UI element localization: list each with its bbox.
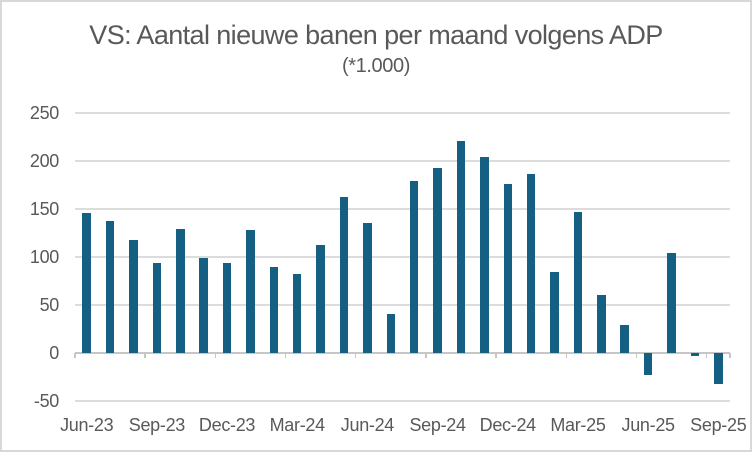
x-axis-tick [354,353,357,358]
x-axis-tick [74,353,76,358]
bar-Apr-25 [597,295,606,353]
bar-Nov-24 [480,157,489,353]
bar-Aug-25 [690,353,700,356]
x-axis-tick [214,353,217,358]
x-axis-tick-label: Mar-24 [269,415,326,435]
bar-Dec-24 [503,184,513,353]
x-axis-tick [635,353,638,358]
bar-Sep-23 [152,262,162,353]
bar-Oct-24 [456,140,466,353]
bar-Jul-23 [105,220,115,353]
x-axis-tick-label: Dec-23 [198,415,256,435]
gridline [75,256,730,258]
bar-Nov-23 [199,257,208,353]
bar-May-24 [339,196,349,353]
bar-Mar-25 [573,211,583,353]
x-axis-tick [705,353,708,358]
y-axis-tick-label: 200 [29,151,59,171]
bar-Feb-24 [269,266,279,353]
bar-Jul-25 [667,253,676,353]
x-axis-tick [729,353,731,358]
gridline [75,208,730,210]
gridline [75,160,730,162]
chart-title: VS: Aantal nieuwe banen per maand volgen… [89,20,663,50]
x-axis-tick-label: Sep-23 [128,415,186,435]
bar-Jun-23 [82,212,91,353]
y-axis-tick-label: 150 [29,199,59,219]
x-axis-tick-label: Jun-25 [621,415,676,435]
bar-Oct-23 [176,229,185,353]
gridline [75,304,730,306]
x-axis-tick-label: Sep-25 [690,415,747,435]
bar-Feb-25 [550,272,559,353]
x-axis-tick-label: Mar-25 [550,415,606,435]
bar-Aug-24 [409,181,419,353]
y-axis-tick-label: -50 [33,391,59,411]
bar-Sep-24 [433,167,442,353]
x-axis-tick [565,353,567,358]
gridline [75,112,730,114]
x-axis-tick-label: Jun-23 [60,415,114,435]
bar-Mar-24 [292,274,302,353]
x-axis-tick [495,353,497,358]
bar-Apr-24 [316,244,325,353]
bar-Jan-25 [526,174,536,353]
x-axis-tick [425,353,427,358]
bar-Jun-25 [643,353,653,376]
y-axis-tick-label: 250 [29,103,59,123]
bar-Jan-24 [246,230,255,353]
x-axis-line [75,352,730,354]
x-axis-tick-label: Jun-24 [340,415,395,435]
bar-May-25 [620,325,629,353]
bar-Aug-23 [129,239,138,353]
y-axis-tick-label: 100 [29,247,59,267]
x-axis-tick-label: Sep-24 [409,415,466,435]
bar-Jun-24 [363,223,372,353]
x-axis-tick [284,353,287,358]
x-axis-tick [144,353,146,358]
y-axis-tick-label: 50 [39,295,60,315]
bar-Dec-23 [222,262,232,353]
chart-subtitle: (*1.000) [342,55,410,77]
x-axis-tick-label: Dec-24 [479,415,537,435]
y-axis-tick-label: 0 [49,343,59,363]
bar-Sep-25 [714,353,723,384]
bar-Jul-24 [386,313,396,353]
gridline [75,400,730,402]
